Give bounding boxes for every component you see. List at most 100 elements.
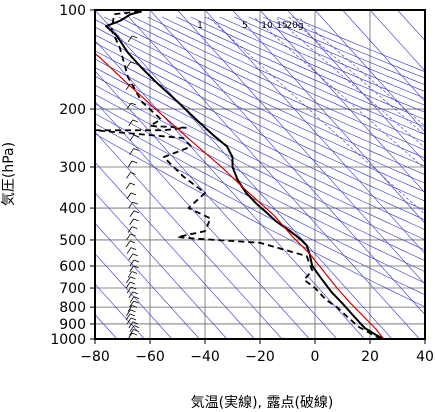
isotherm-line (95, 192, 228, 339)
dry-adiabat-line (95, 113, 425, 284)
wind-barb (129, 148, 134, 155)
isotherm-line (149, 10, 425, 316)
wind-barb (129, 300, 134, 308)
wind-barb (126, 233, 131, 241)
isotherm-line (397, 10, 425, 41)
wind-barb (129, 329, 134, 336)
wind-barb (126, 286, 132, 294)
wind-barb-flag (133, 218, 139, 222)
isotherm-line (95, 161, 255, 339)
wind-barb-flag (133, 210, 140, 214)
mixing-ratio-label: 10 (261, 21, 273, 31)
wind-barb-flag (133, 134, 140, 138)
isotherm-line (95, 40, 365, 339)
wind-barb-flag (133, 329, 139, 332)
wind-barb-flag (130, 192, 137, 196)
dry-adiabat-line (262, 16, 425, 86)
wind-barb (125, 182, 131, 190)
wind-barb (129, 265, 134, 273)
mixing-ratio-label: 1 (197, 21, 203, 31)
thermo-background-lines (95, 10, 425, 339)
x-tick-label: −80 (80, 349, 110, 365)
wind-barb-flag (129, 83, 136, 87)
wind-barb-flag (133, 325, 140, 329)
wind-barb-flag (133, 148, 139, 151)
mixing-ratio-label: 20g (286, 21, 303, 31)
mixing-ratio-line (207, 16, 425, 215)
wind-barb (126, 102, 132, 110)
x-tick-label: −40 (190, 349, 220, 365)
wind-barb-flag (130, 61, 136, 65)
x-tick-label: 0 (311, 349, 320, 365)
wind-barb (126, 317, 132, 325)
isotherm-line (314, 10, 425, 133)
dry-adiabat-line (95, 58, 425, 221)
wind-barb (125, 83, 131, 91)
wind-barb-flag (133, 300, 139, 304)
wind-barb (127, 160, 133, 168)
x-tick-labels: −80 −60 −40 −20 0 20 40 (80, 349, 434, 365)
wind-barb (129, 325, 135, 332)
wind-barb (126, 247, 132, 254)
wind-barb (126, 192, 132, 200)
wind-barb-flag (131, 160, 138, 164)
wind-barb-flag (132, 201, 138, 205)
dry-adiabat-line (248, 16, 425, 92)
wind-barb (129, 296, 135, 303)
wind-barb-flag (133, 259, 140, 263)
dry-adiabat-line (132, 16, 425, 151)
isotherm-line (95, 100, 310, 339)
dry-adiabat-line (95, 133, 425, 308)
wind-barbs (125, 35, 140, 340)
dry-adiabat-line (95, 123, 425, 296)
wind-barb (127, 271, 133, 278)
plot-frame (94, 9, 426, 340)
wind-barb-flag (132, 253, 138, 257)
x-tick-label: 20 (361, 349, 379, 365)
parcel-line (95, 52, 385, 339)
wind-barb-flag (130, 309, 136, 313)
x-tick-label: −60 (135, 349, 165, 365)
wind-barb (129, 134, 135, 142)
isotherm-line (95, 131, 283, 339)
wind-barb (126, 276, 131, 284)
wind-barb (128, 201, 134, 209)
wind-barb-flag (130, 233, 136, 237)
x-tick-label: −20 (245, 349, 275, 365)
isotherm-line (95, 10, 393, 339)
temperature-line (105, 10, 385, 339)
y-tick-label: 100 (59, 3, 86, 19)
dewpoint-line (95, 10, 382, 339)
wind-barb (125, 240, 131, 248)
wind-barb-flag (133, 296, 140, 299)
wind-barb-flag (130, 247, 137, 250)
wind-barb (127, 35, 133, 43)
dry-adiabat-line (95, 34, 425, 193)
y-tick-label: 1000 (50, 332, 86, 348)
y-tick-label: 300 (59, 160, 86, 176)
wind-barb-flag (130, 102, 137, 106)
wind-barb-flag (131, 226, 138, 230)
x-axis-title: 気温(実線), 露点(破線) (191, 395, 334, 411)
wind-barb (128, 119, 134, 127)
wind-barb (126, 172, 131, 179)
wind-barb (129, 210, 135, 217)
wind-barb-flag (129, 240, 136, 244)
wind-barb-flag (130, 286, 137, 290)
y-tick-label: 400 (59, 201, 86, 217)
y-tick-label: 900 (59, 317, 86, 333)
dry-adiabat-line (95, 42, 425, 202)
dry-adiabat-line (95, 19, 425, 175)
dry-adiabat-line (190, 16, 425, 120)
mixing-ratio-label: 5 (242, 21, 248, 31)
mixing-ratio-label: 15 (276, 21, 287, 31)
wind-barb (128, 321, 134, 329)
dry-adiabat-line (95, 75, 425, 241)
wind-barb-flag (129, 281, 136, 285)
isotherm-line (259, 10, 425, 194)
y-tick-label: 600 (59, 259, 86, 275)
wind-barb-flag (132, 119, 138, 123)
